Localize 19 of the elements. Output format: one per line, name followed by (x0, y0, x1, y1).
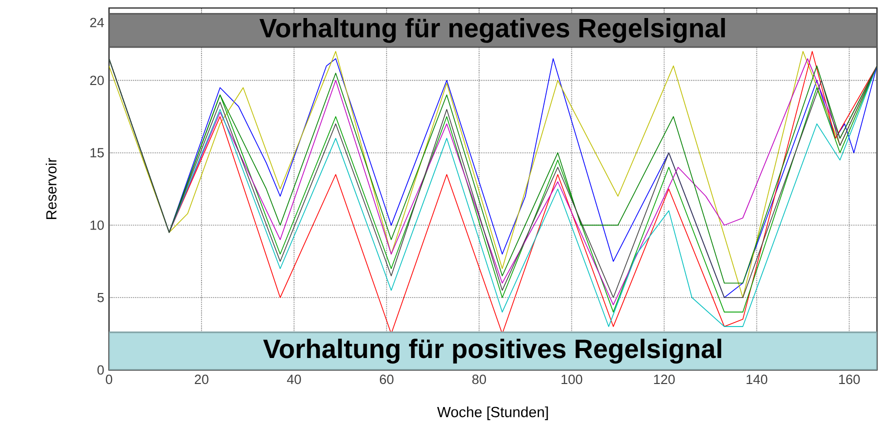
y-tick-label: 5 (97, 293, 104, 302)
x-tick-label: 40 (286, 374, 301, 384)
y-tick-label: 20 (90, 76, 104, 86)
y-tick-label: 24 (90, 18, 104, 28)
y-tick-label: 10 (90, 220, 104, 230)
x-tick-label: 0 (106, 374, 112, 384)
x-tick-label: 160 (839, 374, 860, 384)
y-tick-label: 0 (97, 366, 104, 375)
x-axis-title: Woche [Stunden] (437, 406, 548, 420)
x-tick-label: 80 (472, 374, 486, 384)
x-tick-label: 60 (380, 374, 394, 384)
y-axis-title: Reservoir (46, 158, 57, 220)
x-tick-label: 140 (746, 374, 768, 384)
band-label: Vorhaltung für positives Regelsignal (263, 338, 722, 364)
y-tick-label: 15 (90, 148, 104, 158)
band-label: Vorhaltung für negatives Regelsignal (259, 18, 725, 44)
x-tick-label: 20 (194, 374, 208, 384)
x-tick-label: 120 (654, 374, 675, 384)
x-tick-label: 100 (562, 374, 582, 384)
